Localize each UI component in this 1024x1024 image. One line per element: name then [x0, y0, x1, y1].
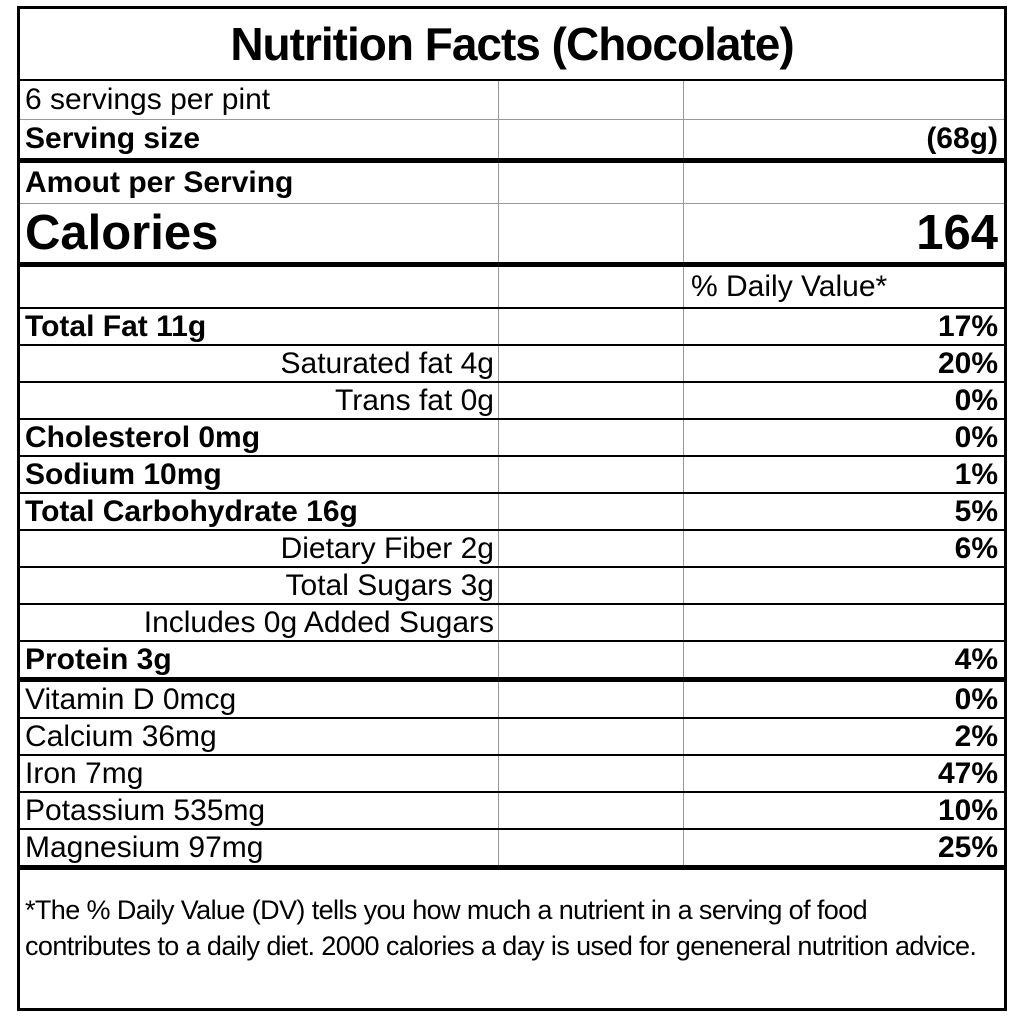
nutrient-row: Saturated fat 4g 20%	[20, 346, 1004, 383]
daily-value-header: % Daily Value*	[683, 267, 1004, 307]
amount-per-serving-label: Amout per Serving	[25, 166, 294, 199]
nutrient-daily-value: 25%	[683, 830, 1004, 865]
empty-cell	[498, 494, 683, 529]
empty-cell	[498, 568, 683, 603]
nutrient-daily-value: 0%	[683, 420, 1004, 455]
nutrient-daily-value: 10%	[683, 793, 1004, 828]
empty-cell	[498, 642, 683, 677]
empty-cell	[498, 346, 683, 381]
nutrient-row: Calcium 36mg 2%	[20, 719, 1004, 756]
empty-cell	[498, 163, 683, 203]
daily-value-header-row: % Daily Value*	[20, 267, 1004, 309]
empty-cell	[498, 420, 683, 455]
nutrient-row: Sodium 10mg 1%	[20, 457, 1004, 494]
empty-cell	[498, 457, 683, 492]
empty-cell	[498, 719, 683, 754]
empty-cell	[498, 267, 683, 307]
nutrient-row: Total Sugars 3g	[20, 568, 1004, 605]
nutrient-row: Dietary Fiber 2g 6%	[20, 531, 1004, 568]
nutrient-name: Potassium 535mg	[25, 793, 266, 827]
empty-cell	[498, 605, 683, 640]
nutrient-daily-value: 4%	[683, 642, 1004, 677]
empty-cell	[498, 81, 683, 119]
empty-cell	[498, 204, 683, 262]
nutrient-daily-value: 6%	[683, 531, 1004, 566]
nutrient-row: Vitamin D 0mcg 0%	[20, 682, 1004, 719]
empty-cell	[498, 682, 683, 717]
calories-label: Calories	[25, 206, 219, 260]
nutrient-daily-value: 47%	[683, 756, 1004, 791]
nutrient-name: Cholesterol 0mg	[25, 420, 261, 454]
nutrient-row: Cholesterol 0mg 0%	[20, 420, 1004, 457]
nutrient-row: Potassium 535mg 10%	[20, 793, 1004, 830]
nutrient-name: Dietary Fiber 2g	[280, 531, 494, 565]
nutrient-row: Magnesium 97mg 25%	[20, 830, 1004, 870]
amount-per-serving-row: Amout per Serving	[20, 163, 1004, 204]
nutrient-row: Total Fat 11g 17%	[20, 309, 1004, 346]
nutrient-row: Trans fat 0g 0%	[20, 383, 1004, 420]
serving-size-value: (68g)	[683, 120, 1004, 158]
calories-row: Calories 164	[20, 204, 1004, 267]
nutrient-name: Sodium 10mg	[25, 457, 222, 491]
empty-cell	[683, 81, 1004, 119]
empty-cell	[498, 309, 683, 344]
nutrition-facts-label: Nutrition Facts (Chocolate) 6 servings p…	[17, 6, 1007, 1011]
nutrient-name: Saturated fat 4g	[280, 346, 495, 380]
nutrient-name: Vitamin D 0mcg	[25, 682, 237, 716]
empty-cell	[498, 756, 683, 791]
nutrient-name: Iron 7mg	[25, 756, 144, 790]
nutrient-daily-value: 20%	[683, 346, 1004, 381]
servings-per-container-row: 6 servings per pint	[20, 81, 1004, 120]
nutrient-daily-value	[683, 605, 1004, 640]
empty-cell	[498, 531, 683, 566]
daily-value-footnote: *The % Daily Value (DV) tells you how mu…	[25, 895, 977, 961]
serving-size-label: Serving size	[25, 122, 201, 155]
nutrient-daily-value: 0%	[683, 682, 1004, 717]
nutrient-daily-value: 2%	[683, 719, 1004, 754]
title-row: Nutrition Facts (Chocolate)	[20, 9, 1004, 81]
nutrient-name: Total Carbohydrate 16g	[25, 494, 358, 528]
empty-cell	[498, 383, 683, 418]
nutrient-daily-value	[683, 568, 1004, 603]
nutrient-row: Includes 0g Added Sugars	[20, 605, 1004, 642]
empty-cell	[498, 120, 683, 158]
empty-cell	[20, 267, 498, 307]
nutrient-name: Total Sugars 3g	[285, 568, 494, 602]
nutrient-daily-value: 1%	[683, 457, 1004, 492]
nutrient-name: Calcium 36mg	[25, 719, 217, 753]
nutrient-row: Iron 7mg 47%	[20, 756, 1004, 793]
nutrient-name: Magnesium 97mg	[25, 830, 264, 864]
nutrient-name: Protein 3g	[25, 642, 172, 676]
empty-cell	[498, 830, 683, 865]
nutrient-row: Protein 3g 4%	[20, 642, 1004, 682]
empty-cell	[498, 793, 683, 828]
nutrient-name: Includes 0g Added Sugars	[143, 605, 494, 639]
nutrient-daily-value: 5%	[683, 494, 1004, 529]
nutrient-name: Trans fat 0g	[335, 383, 494, 417]
empty-cell	[683, 163, 1004, 203]
serving-size-row: Serving size (68g)	[20, 120, 1004, 163]
nutrient-name: Total Fat 11g	[25, 309, 207, 343]
calories-value: 164	[683, 204, 1004, 262]
nutrient-daily-value: 17%	[683, 309, 1004, 344]
page-title: Nutrition Facts (Chocolate)	[230, 18, 794, 70]
nutrient-daily-value: 0%	[683, 383, 1004, 418]
servings-per-container-text: 6 servings per pint	[25, 83, 271, 116]
nutrient-row: Total Carbohydrate 16g 5%	[20, 494, 1004, 531]
